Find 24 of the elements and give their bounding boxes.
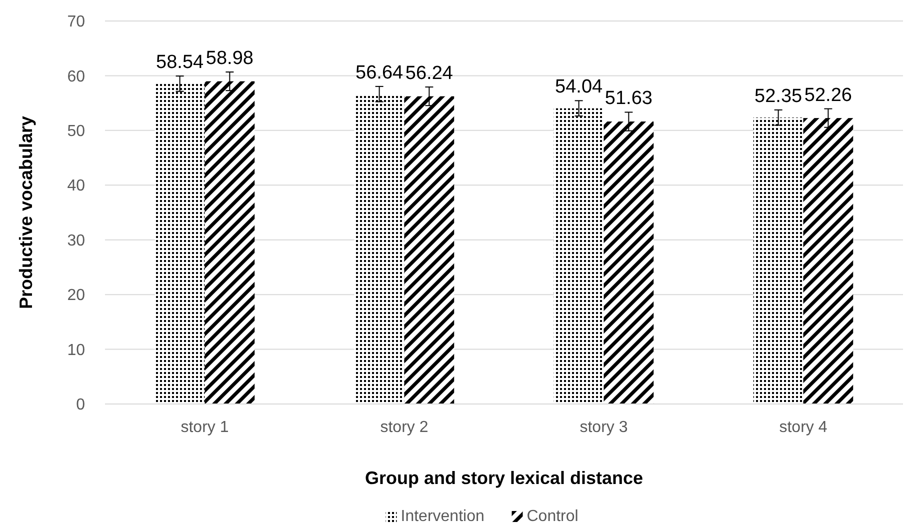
y-tick-label: 40 <box>67 178 86 195</box>
y-tick-label: 10 <box>67 342 86 359</box>
legend-label: Intervention <box>400 508 484 525</box>
y-tick-label: 70 <box>67 14 86 31</box>
data-label: 58.98 <box>206 48 254 69</box>
data-label: 51.63 <box>604 88 652 110</box>
legend-label: Control <box>526 508 578 525</box>
x-axis-title: Group and story lexical distance <box>364 468 644 488</box>
data-label: 56.64 <box>356 62 404 84</box>
x-tick-label: story 4 <box>779 419 828 436</box>
data-label: 52.35 <box>754 86 802 107</box>
y-tick-label: 0 <box>76 396 86 414</box>
data-label: 54.04 <box>555 76 604 98</box>
y-tick-label: 20 <box>67 287 86 304</box>
data-label: 52.26 <box>804 84 852 106</box>
data-label: 58.54 <box>156 52 204 74</box>
y-tick-label: 30 <box>67 232 86 250</box>
x-tick-label: story 1 <box>180 419 229 436</box>
y-tick-label: 60 <box>67 68 86 86</box>
x-tick-label: story 3 <box>580 419 628 436</box>
data-label: 56.24 <box>405 62 454 84</box>
y-axis-title: Productive vocabulary <box>16 116 36 310</box>
y-tick-label: 50 <box>67 123 86 140</box>
x-tick-label: story 2 <box>380 419 428 436</box>
